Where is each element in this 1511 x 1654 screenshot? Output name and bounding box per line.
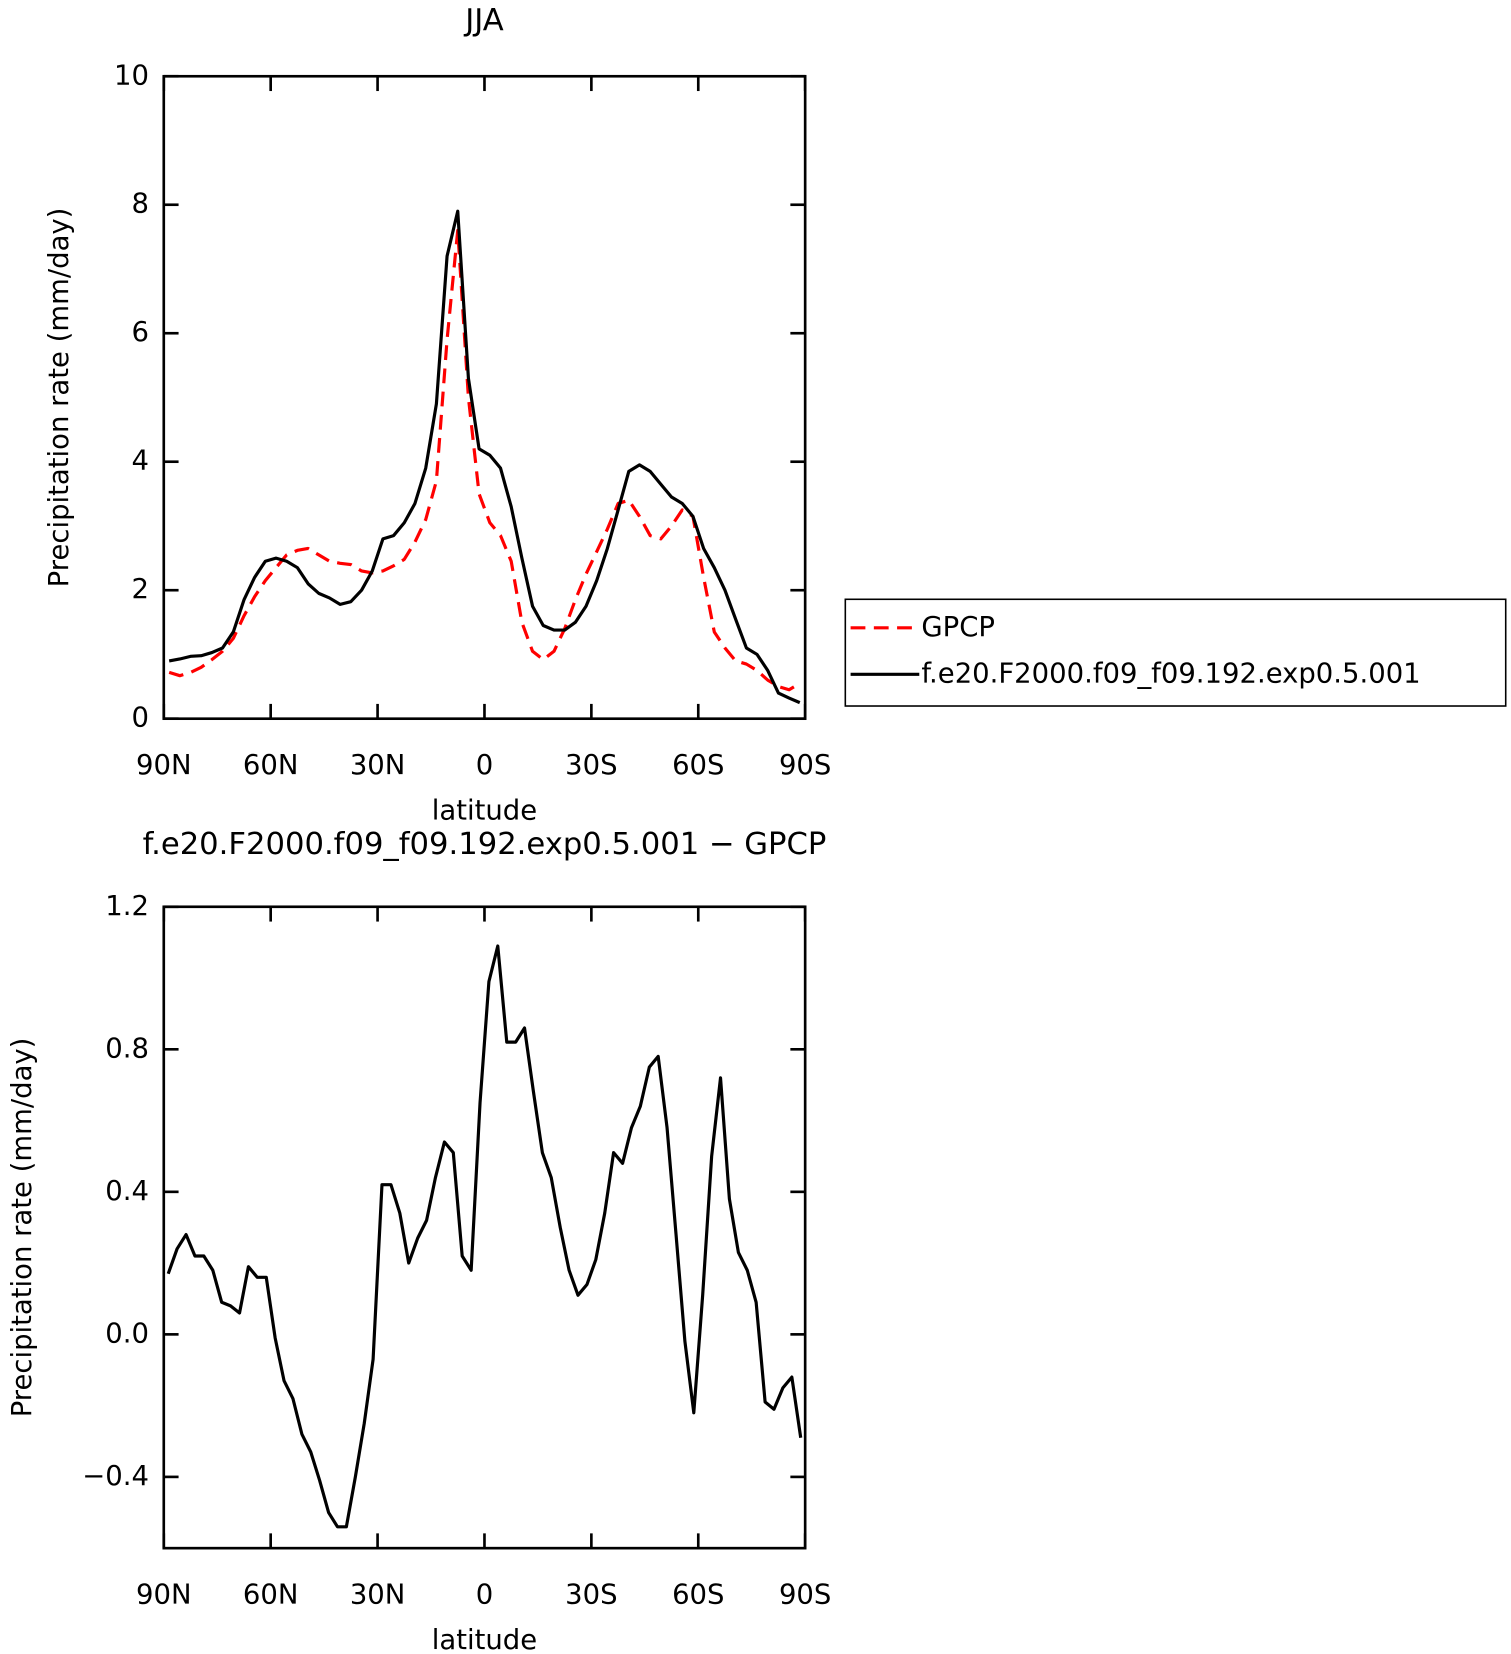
plot-frame xyxy=(162,905,807,1550)
y-tick-label: 6 xyxy=(132,317,149,348)
data-line xyxy=(168,228,801,692)
x-tick-label: 60S xyxy=(672,1580,724,1611)
y-tick-label: 4 xyxy=(132,446,149,477)
chart-title: f.e20.F2000.f09_f09.192.exp0.5.001 − GPC… xyxy=(143,827,827,862)
x-tick-label: 0 xyxy=(476,1580,493,1611)
y-tick-label: 8 xyxy=(132,189,149,220)
x-tick-label: 60N xyxy=(243,1580,299,1611)
data-line xyxy=(168,209,801,705)
x-tick-label: 90N xyxy=(136,1580,192,1611)
y-axis-label: Precipitation rate (mm/day) xyxy=(44,208,75,588)
chart-title: JJA xyxy=(463,3,504,38)
legend-label: f.e20.F2000.f09_f09.192.exp0.5.001 xyxy=(921,658,1420,689)
y-tick-label: 0.0 xyxy=(105,1318,149,1349)
legend-label: GPCP xyxy=(921,612,995,643)
x-tick-label: 30N xyxy=(350,750,406,781)
y-tick-label: 10 xyxy=(114,60,149,91)
plot-frame xyxy=(162,74,807,721)
y-axis-label: Precipitation rate (mm/day) xyxy=(7,1038,38,1418)
x-tick-label: 90S xyxy=(779,750,831,781)
data-line xyxy=(166,944,803,1529)
x-tick-label: 30S xyxy=(565,1580,617,1611)
x-tick-label: 90S xyxy=(779,1580,831,1611)
y-tick-label: 0.4 xyxy=(105,1176,149,1207)
x-tick-label: 30N xyxy=(350,1580,406,1611)
legend-box xyxy=(844,598,1507,707)
y-tick-label: 1.2 xyxy=(105,891,149,922)
x-tick-label: 60S xyxy=(672,750,724,781)
y-tick-label: 0 xyxy=(132,703,149,734)
x-tick-label: 60N xyxy=(243,750,299,781)
x-tick-label: 30S xyxy=(565,750,617,781)
x-tick-label: 0 xyxy=(476,750,493,781)
x-axis-label: latitude xyxy=(432,1625,537,1654)
y-tick-label: 2 xyxy=(132,574,149,605)
x-axis-label: latitude xyxy=(432,796,537,827)
x-tick-label: 90N xyxy=(136,750,192,781)
y-tick-label: −0.4 xyxy=(82,1461,149,1492)
y-tick-label: 0.8 xyxy=(105,1033,149,1064)
